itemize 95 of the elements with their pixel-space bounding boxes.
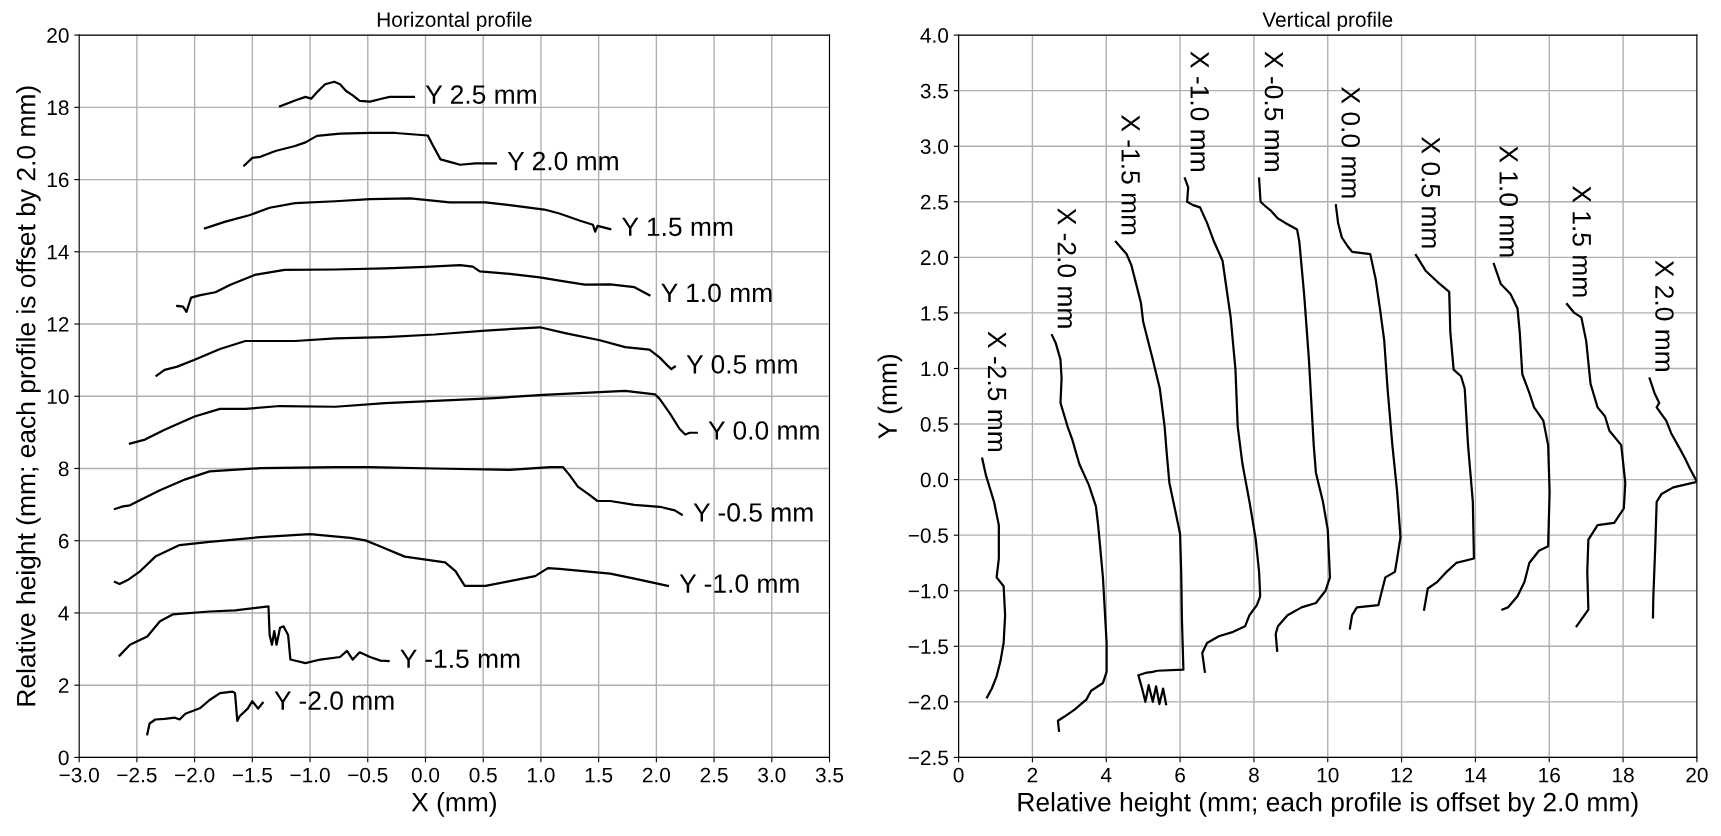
line-series bbox=[1183, 177, 1262, 673]
y-tick-label: 4 bbox=[58, 606, 69, 621]
series-label: Y -2.0 mm bbox=[274, 691, 394, 710]
y-tick-label: 0.0 bbox=[920, 472, 949, 488]
y-tick-label: 0.5 bbox=[920, 417, 948, 432]
x-tick-label: 2.5 bbox=[700, 767, 728, 783]
x-tick-label: −2.0 bbox=[175, 767, 215, 783]
x-tick-label: 0.0 bbox=[411, 767, 440, 783]
text: X -1.5 mm bbox=[1121, 114, 1140, 235]
series-label: Y 1.0 mm bbox=[661, 283, 772, 303]
line-series bbox=[1334, 204, 1402, 630]
y-tick-label: 0 bbox=[58, 750, 69, 766]
y-axis-title: Y (mm) bbox=[877, 354, 903, 439]
line-series bbox=[118, 605, 390, 665]
y-tick-label: 12 bbox=[47, 317, 69, 332]
line-series bbox=[981, 457, 1007, 699]
line-series bbox=[176, 264, 651, 313]
series-label: Y 0.5 mm bbox=[686, 355, 797, 374]
y-tick-label: 16 bbox=[47, 172, 69, 188]
x-tick-label: 0 bbox=[953, 767, 964, 783]
y-tick-label: 6 bbox=[58, 533, 69, 549]
y-tick-label: 2.0 bbox=[920, 250, 949, 266]
x-tick-label: 16 bbox=[1539, 767, 1560, 783]
line-series bbox=[113, 465, 683, 516]
line-series bbox=[146, 690, 264, 736]
x-tick-label: −0.5 bbox=[348, 767, 388, 783]
text: X -0.5 mm bbox=[1264, 51, 1284, 171]
series-label: Y 2.0 mm bbox=[507, 151, 618, 171]
series-label: Y -0.5 mm bbox=[693, 503, 813, 522]
chart-title: Vertical profile bbox=[1262, 11, 1393, 32]
series-label: Y 0.0 mm bbox=[708, 421, 819, 440]
text: X 2.0 mm bbox=[1655, 260, 1674, 371]
y-tick-label: 10 bbox=[47, 389, 69, 405]
text: X 1.5 mm bbox=[1572, 185, 1591, 297]
x-tick-label: 18 bbox=[1613, 767, 1634, 783]
text: X 0.0 mm bbox=[1341, 87, 1361, 198]
y-tick-label: −0.5 bbox=[908, 528, 948, 543]
x-tick-label: −1.5 bbox=[232, 767, 273, 783]
line-series bbox=[155, 326, 676, 377]
text: X -1.0 mm bbox=[1190, 51, 1210, 171]
y-tick-label: 3.5 bbox=[920, 83, 948, 99]
x-tick-label: 3.5 bbox=[815, 767, 844, 783]
x-tick-label: 3.0 bbox=[758, 767, 786, 783]
y-tick-label: 3.0 bbox=[920, 139, 949, 154]
x-tick-label: −3.0 bbox=[59, 767, 99, 783]
line-series bbox=[1257, 177, 1332, 652]
y-tick-label: 1.0 bbox=[921, 361, 949, 377]
x-tick-label: 0.5 bbox=[469, 767, 497, 783]
text: X 1.0 mm bbox=[1499, 145, 1519, 257]
y-tick-label: 8 bbox=[58, 461, 69, 477]
y-axis-title: Relative height (mm; each profile is offset by 2.0 mm) bbox=[16, 86, 41, 706]
line-series bbox=[1114, 240, 1185, 706]
line-series bbox=[1565, 302, 1627, 628]
line-series bbox=[278, 80, 416, 108]
x-tick-label: 6 bbox=[1175, 767, 1185, 783]
series-label: Y -1.0 mm bbox=[679, 574, 799, 593]
chart-title: Horizontal profile bbox=[377, 11, 532, 32]
x-axis-title: Relative height (mm; each profile is offset by 2.0 mm) bbox=[1018, 792, 1638, 817]
y-tick-label: 18 bbox=[47, 100, 69, 116]
x-tick-label: 14 bbox=[1465, 767, 1487, 783]
x-tick-label: 10 bbox=[1317, 767, 1339, 783]
y-tick-label: 4.0 bbox=[920, 28, 949, 43]
y-tick-label: 20 bbox=[47, 28, 69, 43]
x-tick-label: 1.0 bbox=[528, 767, 555, 783]
y-tick-label: −1.0 bbox=[908, 583, 949, 599]
series-label: Y 1.5 mm bbox=[622, 217, 733, 237]
x-tick-label: 4 bbox=[1100, 767, 1112, 783]
line-series bbox=[113, 533, 670, 587]
line-series bbox=[203, 197, 612, 233]
x-tick-label: 12 bbox=[1391, 767, 1413, 783]
y-tick-label: −2.0 bbox=[908, 694, 949, 710]
series-label: Y 2.5 mm bbox=[425, 85, 536, 104]
line-series bbox=[243, 131, 498, 167]
y-tick-label: 14 bbox=[47, 245, 69, 260]
line-series bbox=[1414, 254, 1476, 611]
y-tick-label: 2.5 bbox=[920, 194, 948, 210]
x-tick-label: 2 bbox=[1027, 767, 1038, 783]
line-series bbox=[128, 389, 698, 445]
x-tick-label: 20 bbox=[1686, 767, 1708, 783]
x-tick-label: 8 bbox=[1249, 767, 1259, 783]
y-tick-label: 1.5 bbox=[921, 306, 948, 321]
line-series bbox=[1050, 334, 1108, 732]
y-tick-label: −2.5 bbox=[908, 750, 948, 766]
text: X -2.5 mm bbox=[987, 331, 1007, 451]
x-tick-label: −1.0 bbox=[290, 767, 330, 783]
x-axis-title: X (mm) bbox=[411, 792, 496, 817]
y-tick-label: 2 bbox=[58, 678, 69, 693]
y-tick-label: −1.5 bbox=[908, 639, 948, 655]
x-tick-label: −2.5 bbox=[117, 767, 157, 783]
line-series bbox=[1492, 262, 1551, 611]
text: X 0.5 mm bbox=[1421, 137, 1441, 248]
x-tick-label: 1.5 bbox=[585, 767, 613, 783]
series-label: Y -1.5 mm bbox=[400, 649, 520, 669]
x-tick-label: 2.0 bbox=[642, 767, 671, 783]
text: X -2.0 mm bbox=[1057, 208, 1077, 328]
